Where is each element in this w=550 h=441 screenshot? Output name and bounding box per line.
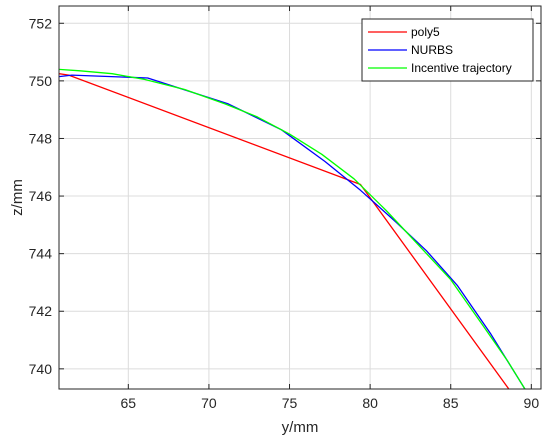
x-axis-label: y/mm xyxy=(282,419,319,436)
y-tick-label: 746 xyxy=(29,188,53,204)
x-tick-label: 90 xyxy=(524,395,540,411)
series-line-0 xyxy=(59,73,510,389)
y-tick-label: 748 xyxy=(29,130,53,146)
legend-label: poly5 xyxy=(411,25,440,39)
y-tick-label: 740 xyxy=(29,361,53,377)
x-tick-label: 75 xyxy=(282,395,298,411)
y-tick-label: 744 xyxy=(29,246,53,262)
y-axis-label: z/mm xyxy=(9,179,26,216)
y-tick-label: 742 xyxy=(29,303,53,319)
y-tick-label: 752 xyxy=(29,15,53,31)
ticks: 65 70 75 80 85 90 740 742 744 746 748 750 752 xyxy=(29,6,541,411)
legend-label: NURBS xyxy=(411,43,453,57)
y-tick-label: 750 xyxy=(29,73,53,89)
legend-label: Incentive trajectory xyxy=(411,61,512,75)
series-group xyxy=(59,68,526,389)
legend: poly5 NURBS Incentive trajectory xyxy=(361,18,534,82)
plot-frame xyxy=(58,5,542,390)
series-line-2 xyxy=(59,68,526,389)
x-tick-label: 70 xyxy=(201,395,217,411)
x-tick-label: 65 xyxy=(121,395,137,411)
x-tick-label: 80 xyxy=(362,395,378,411)
x-tick-label: 85 xyxy=(443,395,459,411)
